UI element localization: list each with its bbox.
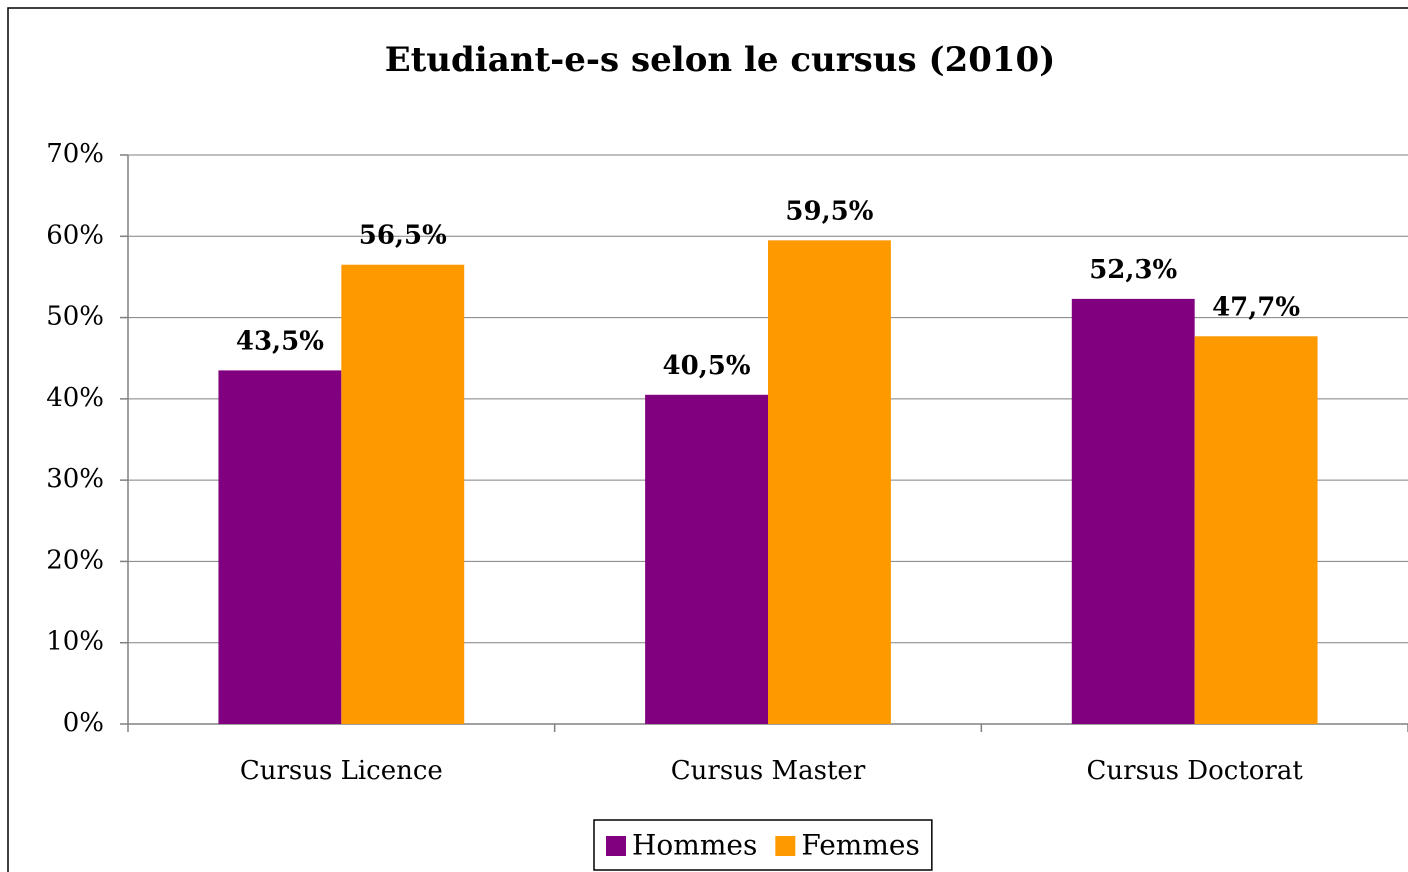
legend-label: Hommes xyxy=(632,829,757,862)
legend-swatch xyxy=(606,836,626,856)
y-tick-label: 60% xyxy=(46,220,104,250)
bar xyxy=(218,370,342,724)
bar xyxy=(1194,336,1318,724)
bar xyxy=(645,394,768,724)
legend-swatch xyxy=(775,836,796,856)
y-tick-label: 20% xyxy=(46,545,104,575)
chart-title: Etudiant-e-s selon le cursus (2010) xyxy=(385,40,1056,80)
x-tick-label: Cursus Licence xyxy=(240,756,443,786)
data-label: 59,5% xyxy=(785,196,873,226)
y-tick-label: 70% xyxy=(46,139,104,169)
bar xyxy=(1071,298,1195,724)
data-label: 40,5% xyxy=(663,351,751,381)
x-tick-label: Cursus Doctorat xyxy=(1087,756,1304,786)
data-label: 52,3% xyxy=(1089,255,1177,285)
data-label: 56,5% xyxy=(359,221,447,251)
y-tick-label: 30% xyxy=(46,464,104,494)
bar xyxy=(341,264,465,724)
data-label: 47,7% xyxy=(1212,292,1300,322)
x-tick-label: Cursus Master xyxy=(671,756,866,786)
y-tick-label: 50% xyxy=(46,302,104,332)
data-label: 43,5% xyxy=(236,326,324,356)
bar xyxy=(768,240,891,724)
legend-box xyxy=(593,819,933,871)
y-tick-label: 0% xyxy=(63,708,104,738)
legend-label: Femmes xyxy=(801,829,920,862)
y-tick-label: 40% xyxy=(46,383,104,413)
y-tick-label: 10% xyxy=(46,627,104,657)
